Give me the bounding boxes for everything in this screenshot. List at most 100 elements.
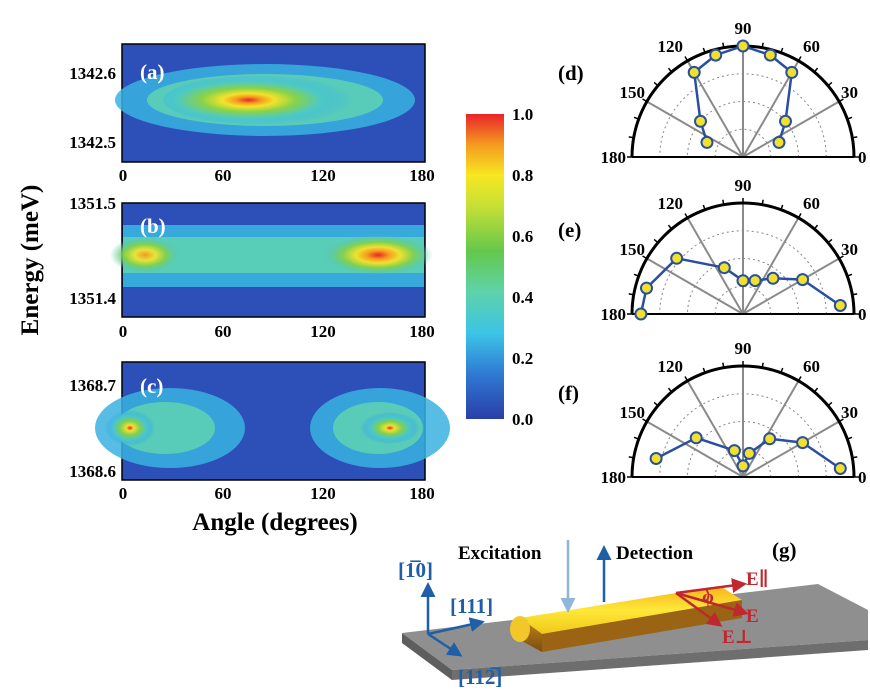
polar-angle-label: 120 (658, 194, 684, 213)
polar-panel-f: 90 120 60 150 30 180 0 (f) (558, 339, 867, 487)
y-tick: 1342.6 (69, 64, 116, 83)
polar-angle-label: 90 (735, 339, 752, 358)
polar-data-point (748, 274, 762, 288)
panel-label-d: (d) (558, 61, 584, 85)
axis-112-arrow (427, 632, 463, 657)
polar-tick (642, 255, 648, 260)
polar-ring (687, 421, 799, 478)
e-label: E (746, 606, 759, 627)
colorbar-tick: 1.0 (512, 105, 533, 124)
polar-tick (797, 213, 802, 219)
heatmap-panel-a: (a) 1342.6 1342.5 0 60 120 180 (69, 43, 435, 185)
polar-spoke (646, 420, 744, 478)
polar-tick (797, 376, 802, 382)
polar-panel-e: 90 120 60 150 30 180 0 (e) (558, 176, 867, 324)
polar-data-point (670, 251, 684, 265)
polar-tick (827, 401, 833, 407)
polar-data-point (779, 114, 792, 128)
polar-panel-d: 90 120 60 150 30 180 0 (d) (558, 19, 867, 167)
polar-data-point (649, 452, 663, 465)
panel-label-e: (e) (558, 218, 581, 242)
polar-angle-label: 90 (735, 176, 752, 195)
panel-label-b: (b) (140, 214, 166, 238)
x-tick: 0 (119, 484, 128, 503)
polar-tick (827, 238, 833, 244)
polar-tick (797, 56, 802, 62)
polar-tick (813, 67, 819, 73)
heatmap-panel-b: (b) 1351.5 1351.4 0 60 120 180 (69, 194, 435, 341)
colorbar-tick: 0.8 (512, 166, 533, 185)
x-tick: 180 (409, 166, 435, 185)
polar-tick (633, 273, 639, 277)
polar-tick (653, 401, 659, 407)
polar-angle-label: 120 (658, 357, 684, 376)
schematic-panel: [1̅0] [111] [112̅] Excitation Detection … (398, 538, 868, 689)
e-perp-label: E⊥ (722, 627, 753, 648)
polar-tick (838, 255, 844, 260)
polar-data-point (634, 307, 648, 321)
polar-angle-label: 150 (620, 403, 646, 422)
polar-tick (780, 367, 784, 373)
polar-tick (653, 81, 659, 87)
polar-tick (628, 456, 634, 459)
polar-angle-label: 30 (841, 240, 858, 259)
polar-spoke (742, 217, 800, 315)
polar-data-point (772, 135, 786, 149)
polar-data-point (763, 48, 777, 62)
polar-tick (838, 98, 844, 103)
x-tick: 0 (119, 322, 128, 341)
polar-tick (628, 136, 634, 139)
detection-label: Detection (616, 543, 693, 564)
axis-112-label: [112̅] (458, 665, 502, 689)
polar-data-point (736, 274, 750, 288)
colorbar-tick: 0.4 (512, 288, 534, 307)
polar-data-point (766, 271, 780, 285)
panel-label-f: (f) (558, 381, 579, 405)
polar-angle-label: 180 (601, 468, 627, 487)
polar-tick (827, 81, 833, 87)
x-axis-title: Angle (degrees) (192, 509, 357, 536)
polar-tick (684, 376, 689, 382)
y-tick: 1368.6 (69, 462, 116, 481)
polar-ring (714, 448, 772, 478)
polar-tick (780, 204, 784, 210)
polar-data-point (640, 281, 653, 295)
polar-tick (780, 47, 784, 53)
panel-label-g: (g) (772, 538, 797, 562)
polar-tick (852, 293, 858, 296)
polar-ring (687, 258, 799, 315)
polar-angle-label: 60 (803, 357, 820, 376)
panel-label-a: (a) (140, 60, 165, 84)
heatmap-panel-c: (c) 1368.7 1368.6 0 60 120 180 (69, 361, 450, 503)
y-tick: 1351.4 (69, 289, 116, 308)
polar-angle-label: 60 (803, 194, 820, 213)
polar-angle-label: 180 (601, 148, 627, 167)
polar-data-point (785, 65, 799, 79)
x-tick: 120 (310, 484, 336, 503)
polar-angle-label: 0 (858, 468, 867, 487)
polar-data-point (796, 436, 810, 450)
polar-spoke (742, 257, 840, 315)
polar-data-point (694, 114, 707, 128)
polar-tick (633, 436, 639, 440)
polar-spoke (646, 100, 744, 158)
colorbar: 1.0 0.8 0.6 0.4 0.2 0.0 (466, 105, 534, 429)
polar-data-point (736, 459, 750, 473)
polar-angle-label: 180 (601, 305, 627, 324)
polar-angle-label: 60 (803, 37, 820, 56)
polar-tick (642, 98, 648, 103)
polar-spoke (646, 257, 744, 315)
y-tick: 1351.5 (69, 194, 116, 213)
nanowire-rod (510, 586, 742, 652)
colorbar-tick: 0.0 (512, 410, 533, 429)
y-tick: 1368.7 (69, 376, 116, 395)
polar-tick (702, 47, 706, 53)
colorbar-gradient (466, 114, 504, 419)
e-perp-arrow (675, 591, 723, 627)
polar-tick (667, 387, 673, 393)
colorbar-tick: 0.6 (512, 227, 533, 246)
y-axis-title: Energy (meV) (17, 185, 44, 336)
x-tick: 120 (310, 166, 336, 185)
polar-ring (687, 101, 799, 158)
polar-tick (722, 362, 725, 368)
